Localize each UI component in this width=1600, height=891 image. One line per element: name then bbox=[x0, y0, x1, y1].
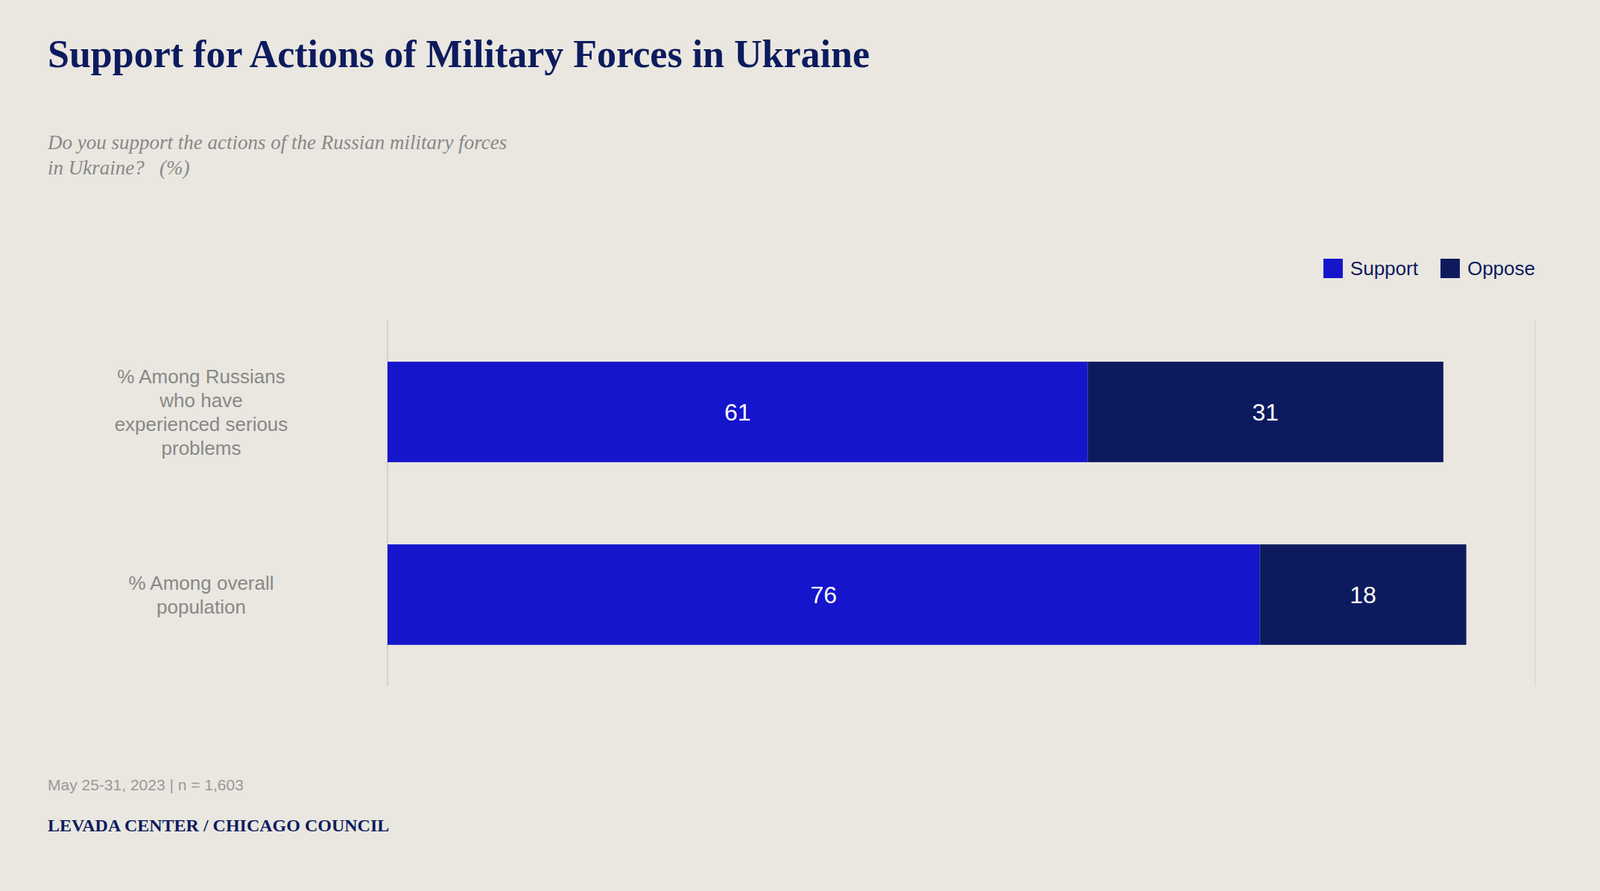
bar-segment bbox=[1259, 544, 1466, 645]
background bbox=[0, 0, 1600, 891]
data-label: 76 bbox=[810, 581, 837, 609]
legend-swatch bbox=[1323, 258, 1343, 278]
data-label: 61 bbox=[724, 398, 752, 426]
source: LEVADA CENTER / CHICAGO COUNCIL bbox=[47, 815, 390, 835]
range-end bbox=[1535, 320, 1536, 686]
data-labels: 61 31 76 18 bbox=[724, 398, 1377, 609]
data-label: 18 bbox=[1349, 581, 1377, 609]
bar-segment bbox=[387, 361, 1088, 463]
category-label: % Among overallpopulation bbox=[128, 571, 274, 618]
bars bbox=[387, 361, 1467, 645]
legend: Support Oppose bbox=[1323, 257, 1536, 280]
subtitle: Do you support the actions of the Russia… bbox=[46, 131, 507, 179]
data-label: 31 bbox=[1251, 398, 1279, 426]
legend-swatch bbox=[1440, 258, 1460, 278]
bar-segment bbox=[387, 544, 1260, 645]
title: Support for Actions of Military Forces i… bbox=[47, 32, 870, 76]
bar-segment bbox=[1087, 361, 1443, 463]
category-label: % Among Russianswho haveexperienced seri… bbox=[114, 365, 289, 460]
chart: Support for Actions of Military Forces i… bbox=[0, 0, 1600, 891]
legend-label: Oppose bbox=[1467, 257, 1536, 280]
legend-label: Support bbox=[1350, 257, 1419, 280]
footnote: May 25-31, 2023 | n = 1,603 bbox=[47, 775, 244, 793]
